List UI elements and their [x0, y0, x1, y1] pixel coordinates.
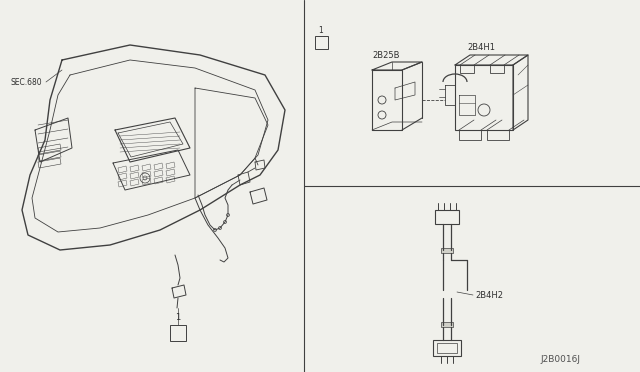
Bar — [459, 130, 481, 140]
Bar — [315, 36, 328, 49]
Text: 1: 1 — [319, 26, 323, 35]
Bar — [437, 343, 457, 353]
Bar — [455, 65, 513, 130]
Bar — [460, 65, 474, 73]
Bar — [487, 130, 509, 140]
Text: 2B25B: 2B25B — [372, 51, 399, 60]
Bar — [170, 325, 186, 341]
Text: 1: 1 — [175, 312, 180, 321]
Bar — [441, 322, 453, 327]
Text: J2B0016J: J2B0016J — [540, 356, 580, 365]
Bar — [433, 340, 461, 356]
Bar — [490, 65, 504, 73]
Bar — [435, 210, 459, 224]
Text: 2B4H2: 2B4H2 — [475, 291, 503, 299]
Bar — [441, 248, 453, 253]
Text: SEC.680: SEC.680 — [10, 77, 42, 87]
Text: 2B4H1: 2B4H1 — [467, 42, 495, 51]
